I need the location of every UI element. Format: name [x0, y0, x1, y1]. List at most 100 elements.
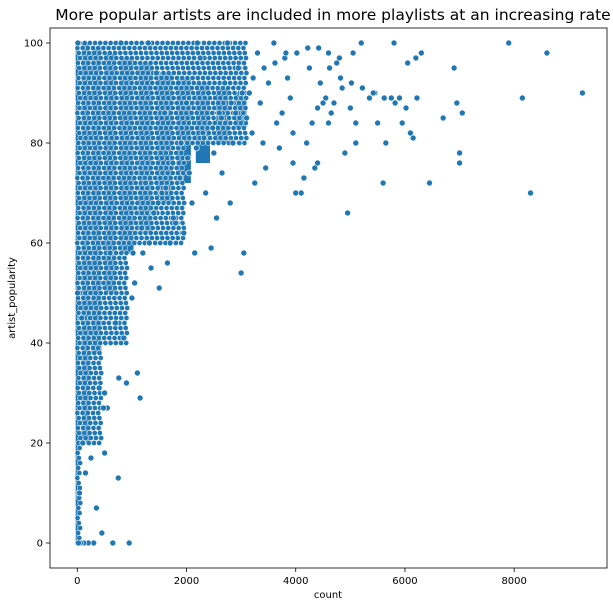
data-point: [185, 40, 192, 46]
data-point: [215, 60, 221, 66]
data-point: [163, 60, 170, 66]
data-point: [190, 130, 197, 136]
data-point: [170, 40, 176, 46]
data-point: [119, 305, 125, 311]
data-point: [134, 160, 141, 166]
data-point: [148, 205, 154, 211]
data-point: [206, 80, 213, 86]
data-point: [128, 130, 134, 136]
data-point: [180, 40, 187, 46]
data-point: [284, 74, 291, 82]
data-point: [543, 49, 551, 57]
data-point: [86, 130, 93, 136]
data-point: [148, 75, 154, 81]
data-point: [282, 49, 290, 57]
data-point: [194, 125, 201, 131]
data-point: [91, 75, 97, 81]
data-point: [149, 105, 155, 111]
data-point: [112, 195, 119, 201]
data-point: [80, 125, 86, 131]
data-point: [77, 500, 84, 506]
data-point: [102, 90, 108, 96]
data-point: [241, 125, 247, 131]
data-point: [116, 150, 122, 156]
data-point: [121, 165, 128, 171]
data-point: [97, 250, 104, 256]
data-point: [205, 115, 212, 121]
data-point: [204, 60, 211, 66]
data-point: [115, 374, 123, 382]
data-point: [86, 430, 93, 436]
data-point: [121, 175, 127, 181]
data-point: [168, 205, 175, 211]
data-point: [122, 100, 128, 106]
data-point: [131, 85, 138, 91]
data-point: [110, 110, 117, 116]
data-point: [111, 140, 118, 146]
data-point: [382, 139, 390, 147]
data-point: [97, 355, 104, 361]
data-point: [76, 510, 83, 516]
data-point: [96, 310, 103, 316]
data-point: [231, 75, 237, 81]
data-point: [133, 65, 140, 71]
data-point: [129, 135, 136, 141]
data-point: [117, 115, 124, 121]
data-point: [118, 95, 125, 101]
data-point: [169, 90, 176, 96]
data-point: [124, 95, 130, 101]
data-point: [357, 39, 365, 47]
data-point: [311, 164, 319, 172]
data-point: [163, 125, 169, 131]
data-point: [143, 90, 150, 96]
data-point: [458, 109, 466, 117]
data-point: [82, 469, 89, 477]
data-point: [242, 130, 249, 136]
data-point: [106, 60, 112, 66]
data-point: [352, 119, 360, 127]
data-point: [81, 195, 88, 201]
data-point: [101, 100, 107, 106]
data-point: [97, 225, 104, 231]
data-point: [103, 330, 110, 336]
data-point: [179, 115, 186, 121]
data-point: [95, 345, 102, 351]
data-point: [81, 365, 88, 371]
data-point: [74, 215, 81, 221]
data-point: [80, 295, 87, 301]
data-point: [148, 90, 155, 96]
data-point: [129, 249, 137, 257]
data-point: [129, 160, 135, 166]
data-point: [106, 335, 113, 341]
data-point: [164, 90, 170, 96]
data-point: [113, 225, 120, 231]
data-point: [230, 45, 236, 51]
data-point: [86, 235, 93, 241]
data-point: [102, 80, 109, 86]
data-point: [124, 305, 131, 311]
data-point: [325, 49, 332, 57]
data-point: [126, 60, 133, 66]
data-point: [92, 105, 98, 111]
data-point: [225, 60, 232, 66]
data-point: [92, 340, 98, 346]
data-point: [142, 179, 149, 187]
data-point: [179, 75, 186, 81]
data-point: [206, 105, 212, 111]
data-point: [209, 124, 217, 132]
data-point: [237, 55, 244, 61]
data-point: [191, 135, 198, 141]
data-point: [102, 340, 109, 346]
data-point: [134, 70, 141, 76]
data-point: [82, 380, 88, 386]
data-point: [178, 215, 185, 221]
data-point: [108, 225, 115, 231]
data-point: [159, 40, 166, 46]
data-point: [86, 245, 92, 251]
data-point: [91, 50, 98, 56]
data-point: [142, 215, 148, 221]
data-point: [139, 185, 145, 191]
data-point: [179, 165, 185, 171]
data-point: [157, 150, 164, 156]
data-point: [77, 160, 83, 166]
